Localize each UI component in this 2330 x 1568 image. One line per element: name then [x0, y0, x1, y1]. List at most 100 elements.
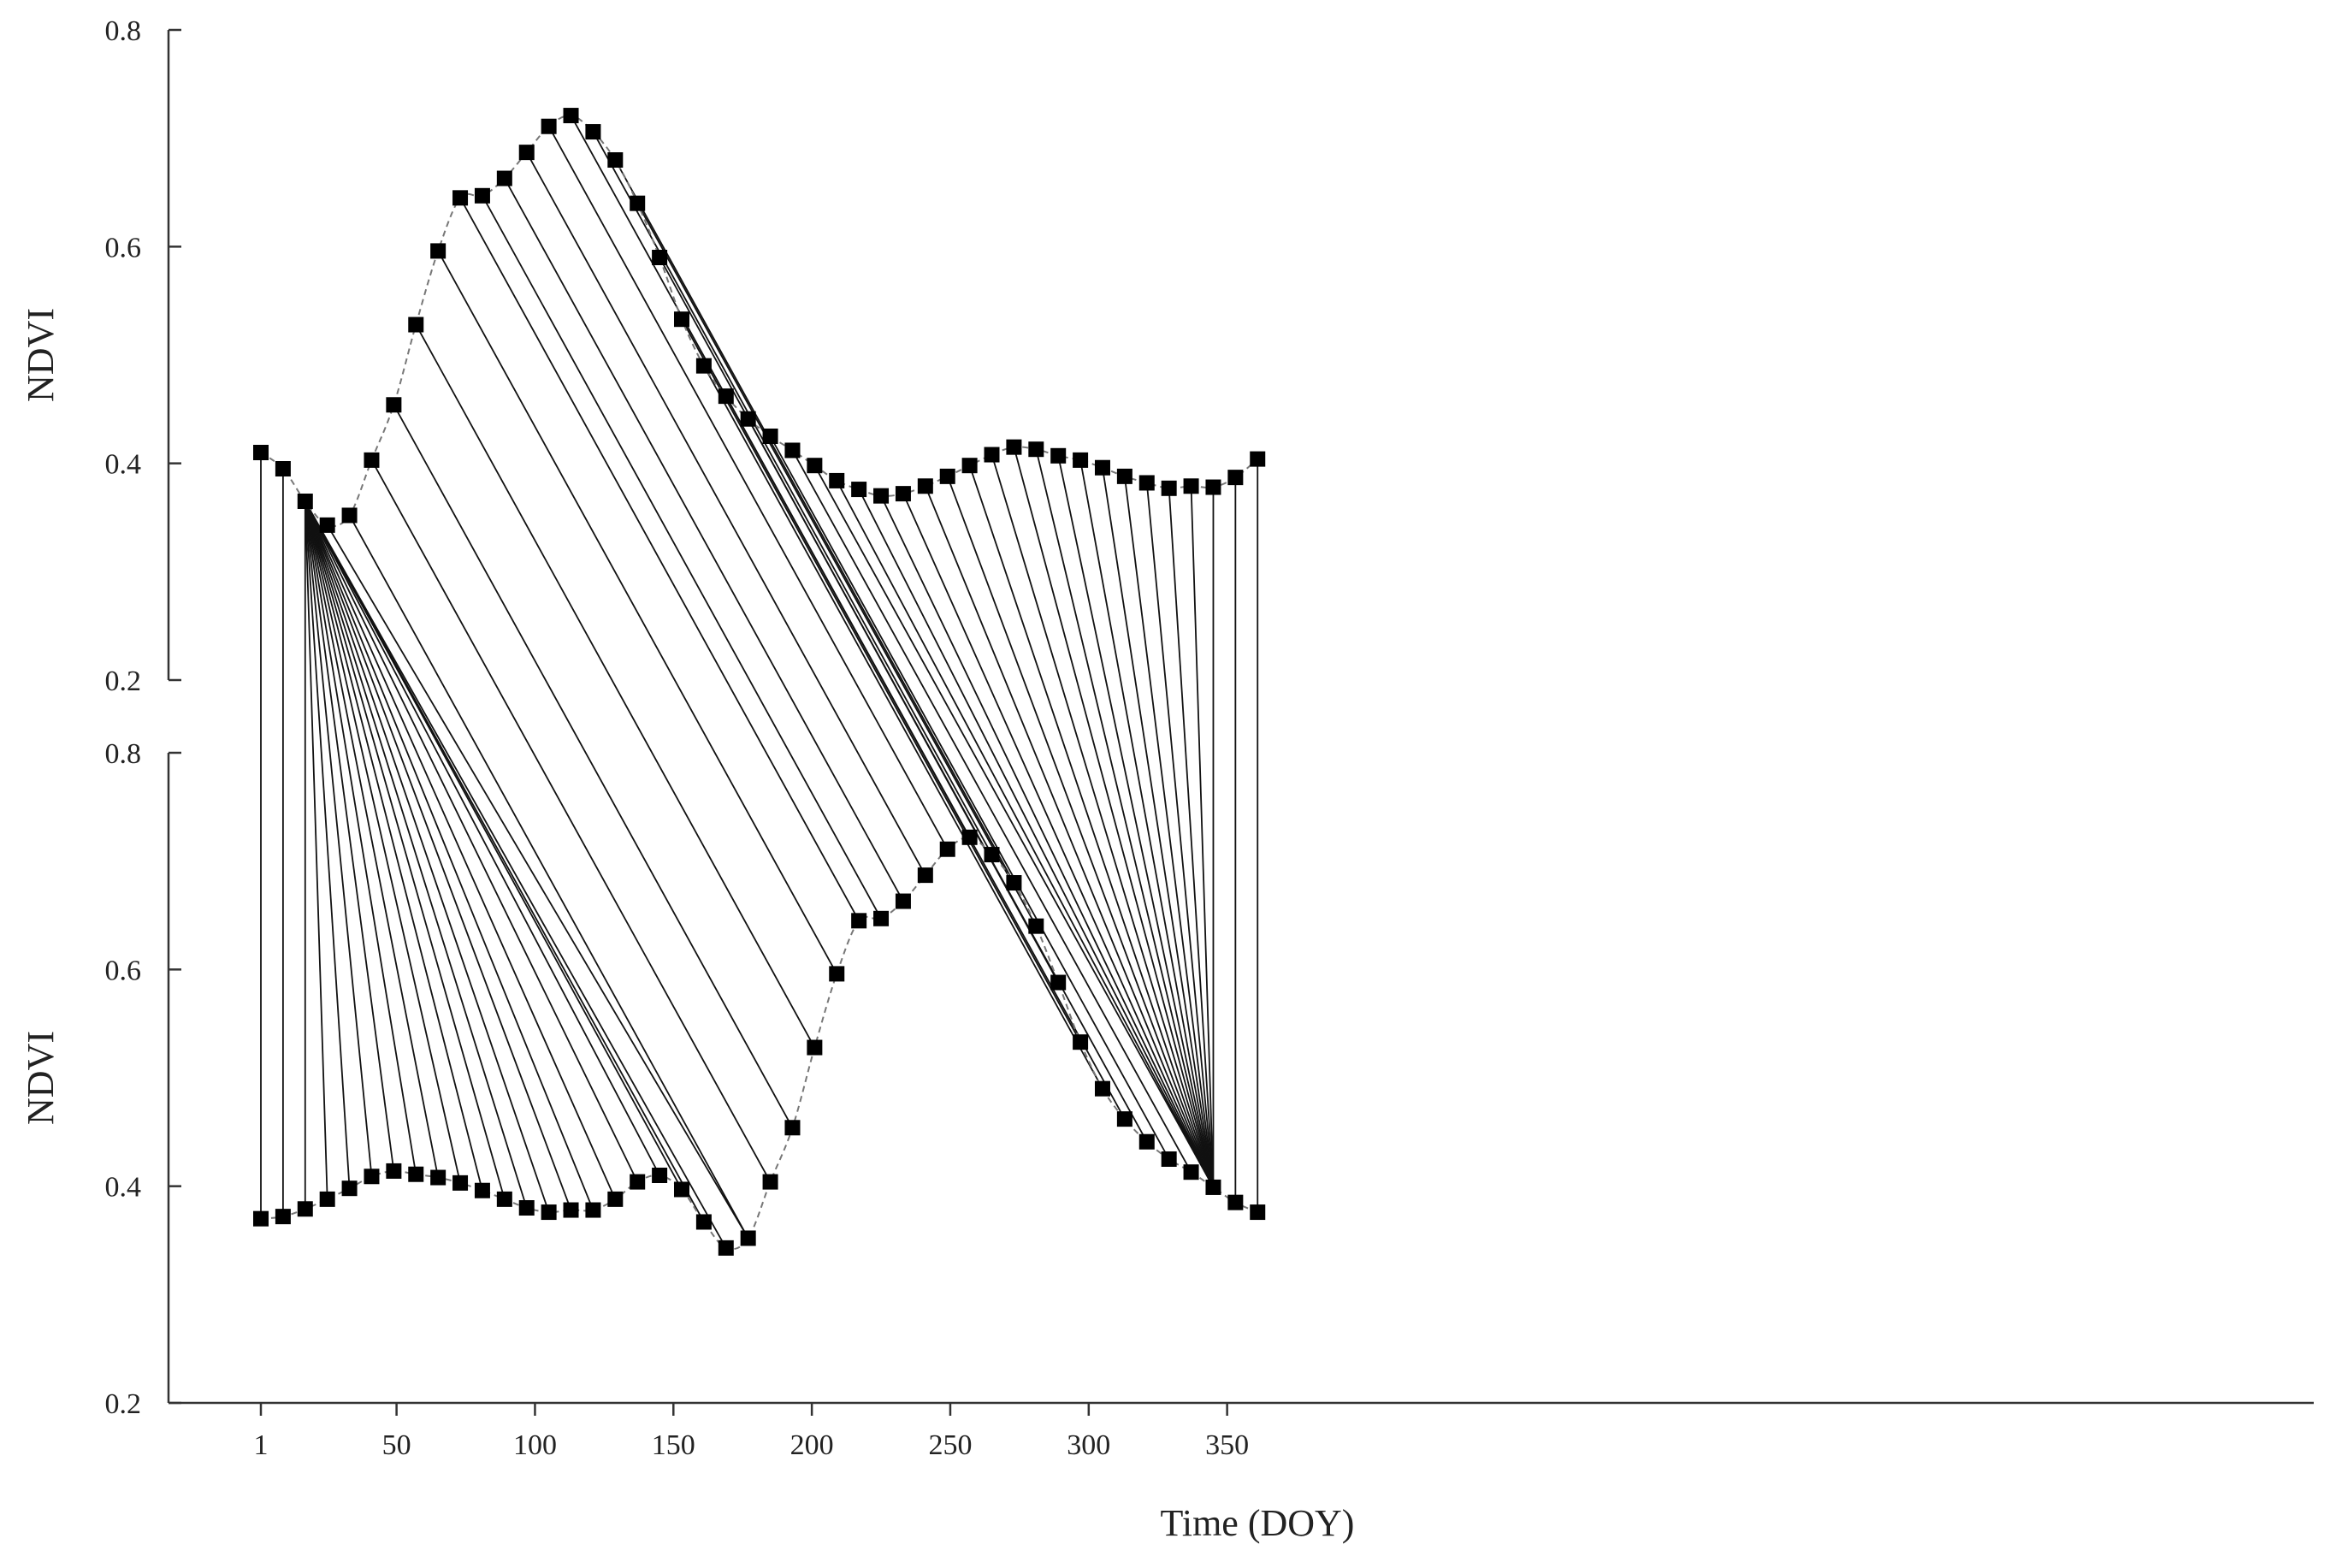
y-tick-label-bottom-2: 0.6 [105, 955, 142, 986]
alignment-link-38 [681, 318, 1081, 1043]
top-series-point-18 [652, 250, 668, 265]
bottom-series-point-18 [652, 1168, 668, 1183]
bottom-series-point-39 [1116, 1111, 1132, 1127]
bottom-series-point-37 [1073, 1034, 1089, 1050]
top-y-axis-title: NDVI [20, 308, 62, 402]
alignment-link-26 [415, 324, 816, 1048]
y-tick-label-top-1: 0.4 [105, 449, 142, 481]
bottom-series-point-38 [1094, 1080, 1110, 1097]
bottom-series-point-27 [851, 913, 867, 929]
top-series-point-1 [275, 461, 291, 476]
top-series-point-37 [1073, 452, 1089, 468]
x-tick-label-5: 250 [928, 1429, 972, 1461]
alignment-link-61 [1190, 486, 1215, 1187]
x-tick-label-2: 100 [513, 1429, 557, 1461]
bottom-series-point-0 [253, 1210, 269, 1227]
y-tick-label-bottom-1: 0.4 [105, 1172, 142, 1204]
alignment-link-17 [304, 500, 639, 1182]
bottom-series-point-45 [1250, 1204, 1266, 1221]
bottom-series-point-42 [1183, 1164, 1199, 1180]
bottom-series-point-34 [1006, 875, 1022, 891]
alignment-link-50 [946, 476, 1215, 1188]
alignment-link-5 [304, 500, 373, 1177]
alignment-link-11 [304, 500, 506, 1200]
bottom-series-point-24 [784, 1120, 801, 1136]
alignment-link-3 [304, 500, 328, 1199]
alignment-link-15 [304, 500, 594, 1210]
alignment-link-18 [304, 500, 660, 1176]
alignment-link-24 [370, 459, 772, 1183]
y-tick-label-top-3: 0.8 [105, 15, 142, 47]
top-series-point-19 [673, 311, 689, 328]
y-tick-label-bottom-0: 0.2 [105, 1388, 142, 1420]
alignment-link-54 [1035, 448, 1215, 1188]
alignment-link-45 [836, 480, 1215, 1188]
top-series-point-30 [917, 478, 933, 494]
bottom-series-point-31 [939, 841, 955, 857]
bottom-series-point-23 [762, 1174, 778, 1190]
alignment-link-44 [813, 464, 1215, 1188]
bottom-series-point-26 [829, 966, 845, 982]
top-series-point-41 [1161, 480, 1177, 496]
alignment-link-16 [304, 500, 617, 1200]
bottom-series-point-35 [1028, 918, 1044, 934]
x-axis-title: Time (DOY) [1161, 1502, 1355, 1544]
alignment-link-29 [482, 195, 882, 920]
top-series-point-11 [496, 170, 512, 186]
bottom-series-point-15 [585, 1202, 601, 1218]
top-series-point-9 [452, 190, 469, 206]
bottom-series-point-4 [341, 1180, 358, 1197]
top-series-point-33 [984, 447, 1000, 463]
top-series-point-3 [319, 517, 335, 533]
top-series-point-22 [740, 411, 756, 427]
alignment-link-56 [1079, 459, 1215, 1188]
bottom-series-point-25 [807, 1039, 823, 1056]
top-series-point-12 [518, 145, 535, 161]
x-tick-label-6: 300 [1067, 1429, 1110, 1461]
bottom-series-point-11 [496, 1191, 512, 1207]
alignment-link-51 [968, 464, 1215, 1188]
alignment-link-58 [1123, 476, 1215, 1188]
alignment-link-41 [747, 418, 1148, 1143]
bottom-y-axis-title: NDVI [20, 1031, 62, 1125]
bottom-series-point-40 [1138, 1133, 1155, 1150]
alignment-link-47 [880, 495, 1215, 1188]
alignment-link-48 [902, 493, 1215, 1188]
alignment-link-52 [991, 454, 1215, 1188]
top-series-point-2 [297, 494, 313, 509]
bottom-series-point-36 [1050, 974, 1067, 991]
alignment-link-14 [304, 500, 572, 1210]
alignment-link-32 [547, 126, 949, 850]
top-series-point-20 [695, 358, 712, 374]
tick-group: 0.20.40.60.80.20.40.60.81 50 100 150 200 250 3… [105, 15, 1250, 1461]
alignment-link-36 [636, 203, 1038, 927]
x-tick-label-4: 200 [790, 1429, 834, 1461]
top-series-point-42 [1183, 478, 1199, 494]
series-points [253, 108, 1266, 1256]
bottom-series-point-41 [1161, 1151, 1177, 1167]
bottom-series-point-8 [430, 1169, 446, 1186]
x-tick-label-7: 350 [1205, 1429, 1249, 1461]
bottom-series-point-13 [541, 1204, 557, 1221]
bottom-series-point-30 [917, 867, 933, 884]
top-series-point-16 [607, 152, 624, 168]
top-series-point-34 [1006, 439, 1022, 455]
axes [167, 30, 2314, 1405]
alignment-link-28 [459, 197, 860, 921]
bottom-series-point-28 [873, 910, 890, 926]
alignment-link-35 [614, 159, 1015, 884]
alignment-link-4 [304, 500, 351, 1189]
bottom-series-point-44 [1227, 1194, 1244, 1210]
top-series-point-26 [829, 472, 845, 488]
top-series-point-10 [474, 187, 490, 204]
bottom-series-point-32 [961, 829, 978, 845]
alignment-link-43 [791, 450, 1192, 1173]
top-series-point-14 [563, 108, 579, 124]
alignment-link-12 [304, 500, 528, 1209]
bottom-series-point-12 [518, 1200, 535, 1216]
bottom-series-point-2 [297, 1201, 313, 1217]
alignment-link-23 [348, 515, 749, 1239]
alignment-link-10 [304, 500, 483, 1191]
top-series-point-38 [1094, 459, 1110, 476]
